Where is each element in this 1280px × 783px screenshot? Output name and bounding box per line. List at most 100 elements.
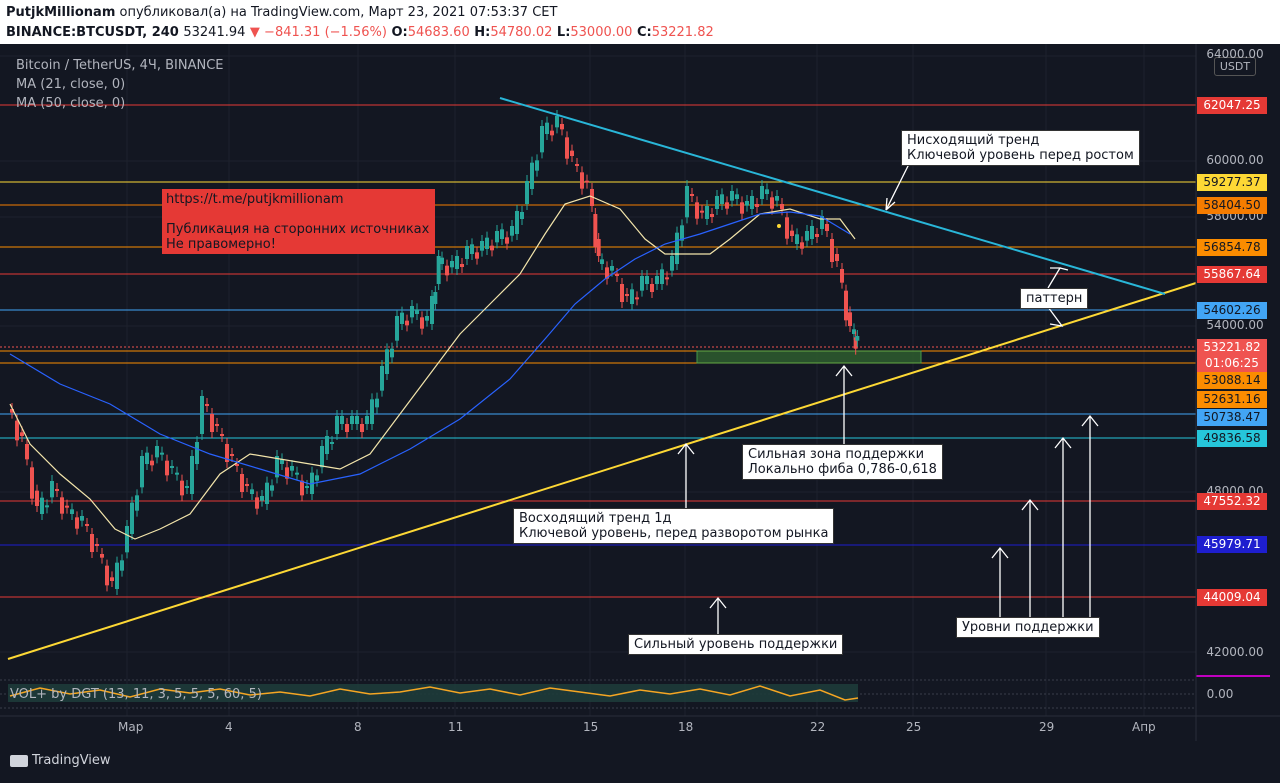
high-label: H: — [474, 25, 491, 40]
candle-body — [730, 191, 734, 201]
candle-body — [760, 186, 764, 199]
candle-body — [675, 232, 679, 264]
annotation-pattern[interactable]: паттерн — [1020, 288, 1089, 309]
candle-body — [555, 116, 559, 128]
candle-body — [350, 416, 354, 424]
candle-body — [160, 452, 164, 455]
candle-body — [175, 472, 179, 475]
candle-body — [375, 398, 379, 408]
promo-link[interactable]: https://t.me/putjkmillionam — [166, 192, 344, 207]
legend-ma21[interactable]: MA (21, close, 0) — [16, 77, 126, 92]
time-tick: 11 — [448, 720, 464, 734]
chart-area[interactable]: Bitcoin / TetherUS, 4Ч, BINANCE MA (21, … — [0, 44, 1280, 741]
volume-pane[interactable] — [0, 675, 1270, 709]
candle-body — [105, 565, 109, 586]
arrow-support-2 — [1021, 498, 1039, 620]
candle-body — [140, 456, 144, 488]
annotation-strong-support[interactable]: Сильный уровень поддержки — [628, 634, 844, 655]
low-label: L: — [556, 25, 571, 40]
candle-body — [295, 472, 299, 475]
candle-body — [60, 497, 64, 514]
candle-body — [120, 560, 124, 571]
tradingview-logo[interactable]: TradingView — [10, 753, 111, 768]
price-label: 47552.32 — [1197, 493, 1267, 510]
candle-body — [100, 554, 104, 558]
legend-volume[interactable]: VOL+ by DGT (13, 11, 3, 5, 5, 5, 60, 5) — [10, 687, 262, 702]
candle-body — [795, 234, 799, 244]
ma50-line — [9, 211, 851, 485]
tradingview-logo-icon — [10, 754, 28, 767]
candle-body — [495, 231, 499, 243]
candle-body — [165, 460, 169, 476]
published-text: опубликовал(а) на TradingView.com, Март … — [119, 5, 558, 20]
candle-body — [775, 196, 779, 201]
arrow-support-1 — [991, 546, 1009, 620]
candle-body — [433, 292, 438, 304]
candle-body — [820, 216, 824, 229]
candle-body — [580, 172, 584, 189]
candle-body — [360, 424, 364, 432]
uptrend-line[interactable] — [7, 282, 1197, 660]
candle-body — [190, 456, 194, 494]
candle-body — [225, 444, 229, 462]
downtrend-line[interactable] — [499, 97, 1166, 295]
candle-body — [235, 464, 239, 466]
chart-canvas[interactable] — [0, 44, 1280, 741]
close-label: C: — [636, 25, 652, 40]
candle-body — [255, 497, 259, 509]
candle-body — [490, 245, 494, 251]
candle-body — [85, 524, 89, 526]
candle-body — [150, 460, 154, 466]
time-tick: 4 — [225, 720, 233, 734]
candle-body — [270, 485, 274, 491]
candle-body — [20, 432, 24, 436]
price-label: 56854.78 — [1197, 239, 1267, 256]
candle-body — [55, 489, 59, 491]
candle-body — [75, 517, 79, 529]
currency-badge[interactable]: USDT — [1214, 57, 1256, 76]
candle-body — [430, 296, 434, 324]
candle-body — [770, 197, 774, 209]
annotation-support-levels[interactable]: Уровни поддержки — [956, 617, 1100, 638]
candle-body — [535, 160, 539, 171]
candle-body — [475, 252, 479, 259]
candle-body — [650, 284, 654, 292]
arrow-uptrend — [677, 442, 695, 510]
candle-body — [180, 480, 184, 496]
legend-ma50[interactable]: MA (50, close, 0) — [16, 96, 126, 111]
candle-body — [355, 416, 359, 424]
price-label: 52631.16 — [1197, 391, 1267, 408]
candle-body — [835, 254, 839, 261]
candle-body — [395, 316, 399, 341]
author-name[interactable]: PutjkMillionam — [6, 5, 116, 20]
candle-body — [550, 130, 554, 136]
candle-body — [425, 316, 429, 321]
candle-body — [65, 505, 69, 508]
candle-body — [800, 242, 804, 249]
footer-bar: TradingView — [0, 741, 1280, 783]
candlestick-series — [10, 110, 860, 595]
time-tick: 8 — [354, 720, 362, 734]
candle-body — [465, 246, 469, 259]
annotation-support-zone[interactable]: Сильная зона поддержки Локально фиба 0,7… — [742, 444, 943, 480]
candle-body — [385, 349, 389, 374]
candle-body — [370, 399, 374, 424]
candle-body — [170, 466, 174, 468]
candle-body — [685, 186, 689, 218]
support-zone-box[interactable] — [696, 350, 922, 364]
candle-body — [830, 239, 834, 262]
candle-body — [315, 475, 319, 481]
candle-body — [436, 256, 441, 284]
annotation-downtrend[interactable]: Нисходящий тренд Ключевой уровень перед … — [901, 130, 1140, 166]
candle-body — [705, 206, 709, 219]
price-label: 58404.50 — [1197, 197, 1267, 214]
candle-body — [285, 467, 289, 479]
candle-body — [410, 306, 414, 318]
candle-body — [810, 226, 814, 239]
price-label: 53088.14 — [1197, 372, 1267, 389]
candle-body — [35, 490, 39, 506]
candle-body — [280, 459, 284, 464]
annotation-uptrend[interactable]: Восходящий тренд 1д Ключевой уровень, пе… — [513, 508, 835, 544]
candle-body — [30, 467, 34, 499]
candle-body — [844, 290, 848, 321]
